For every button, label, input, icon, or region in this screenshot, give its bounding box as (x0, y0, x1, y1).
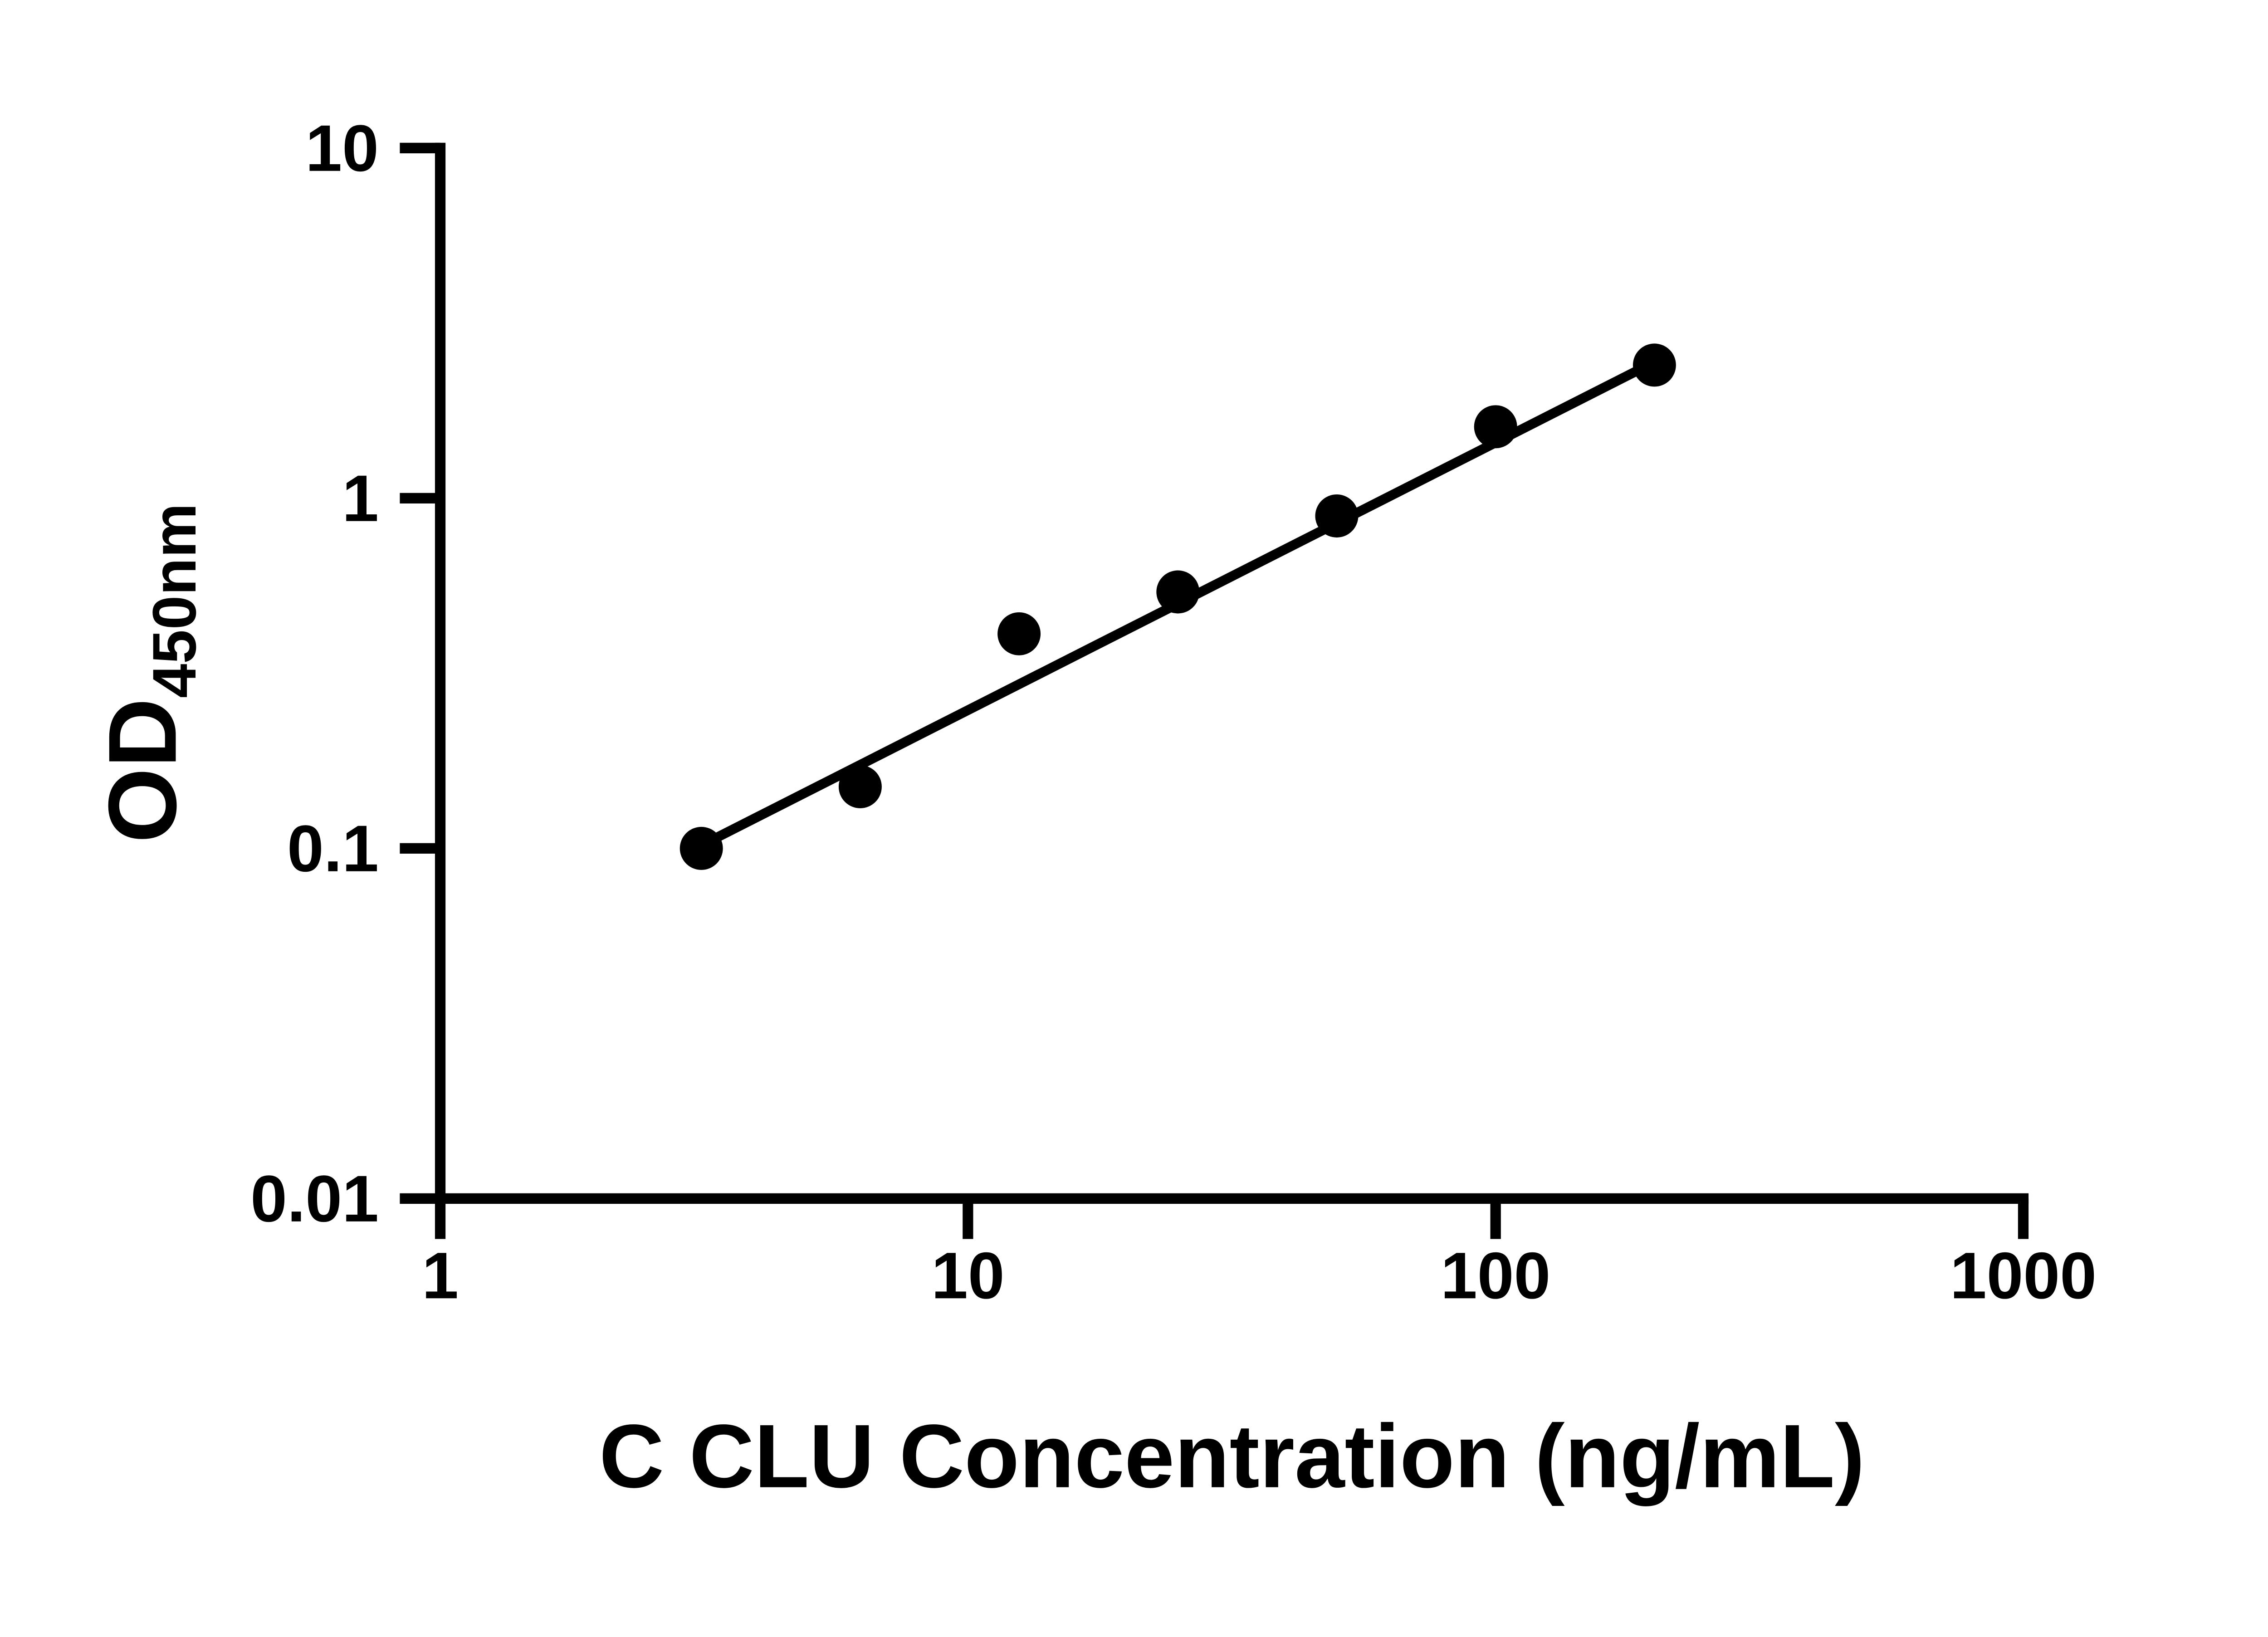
data-point (1315, 494, 1359, 538)
x-axis-title: C CLU Concentration (ng/mL) (599, 1406, 1865, 1507)
data-point (1633, 343, 1676, 387)
elisa-standard-curve-plot: 10 1 0.1 0.01 1 10 100 1000 C CLU Concentration… (88, 111, 2097, 1507)
y-tick-label: 0.1 (287, 811, 379, 885)
y-tick-label: 0.01 (250, 1162, 379, 1236)
y-tick-label: 10 (305, 111, 379, 185)
y-axis-title-main: OD (88, 698, 196, 843)
data-point (1156, 570, 1200, 614)
data-point (997, 612, 1041, 655)
x-tick-label: 1 (422, 1238, 459, 1312)
y-axis-title-subscript: 450nm (140, 503, 209, 698)
y-axis-title: OD450nm (88, 503, 209, 843)
x-tick-label: 100 (1441, 1238, 1550, 1312)
elisa-standard-curve-figure: 10 1 0.1 0.01 1 10 100 1000 C CLU Concentration… (88, 111, 2097, 1507)
y-tick-label: 1 (342, 461, 379, 535)
x-tick-label: 10 (931, 1238, 1005, 1312)
x-tick-label: 1000 (1950, 1238, 2097, 1312)
data-point (838, 765, 882, 808)
axis-lines (435, 142, 2029, 1204)
data-point (1474, 405, 1517, 449)
data-point (679, 826, 723, 870)
